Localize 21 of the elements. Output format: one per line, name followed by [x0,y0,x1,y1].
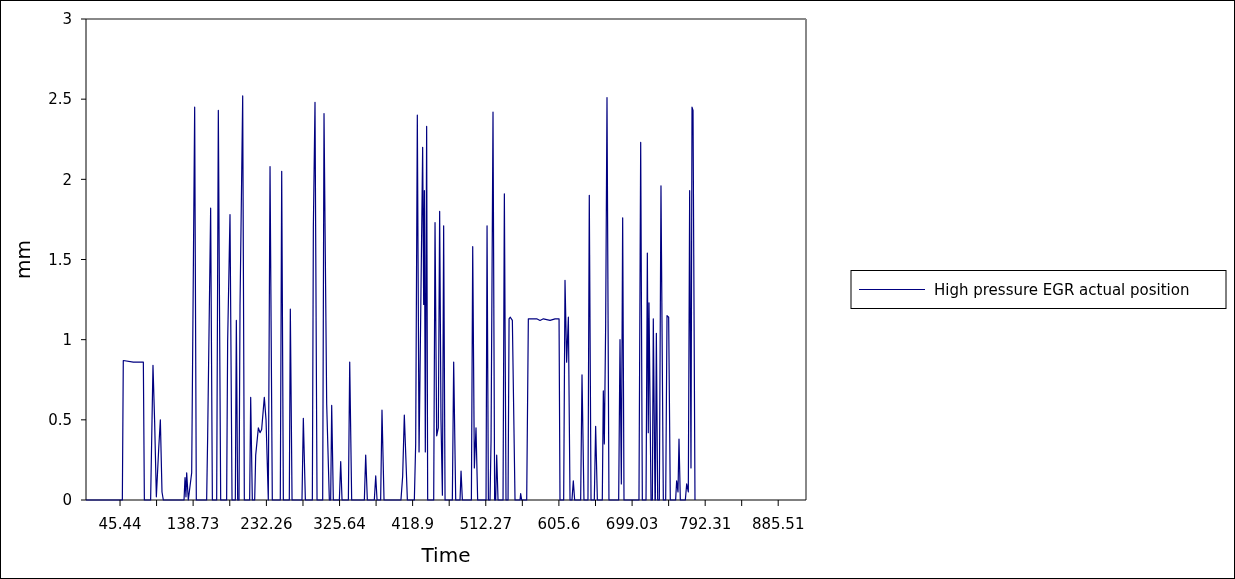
x-tick-label: 605.6 [537,515,581,533]
y-tick-label: 1 [62,330,72,349]
y-tick-label: 2 [62,170,72,189]
y-tick-label: 3 [62,10,72,29]
y-tick-label: 0.5 [48,411,72,430]
x-tick-label: 325.64 [313,515,366,533]
y-tick-label: 0 [62,491,72,510]
y-tick-label: 1.5 [48,250,72,269]
x-tick-label: 699.03 [605,515,659,533]
x-tick-label: 418.9 [391,515,435,533]
line-series [85,95,696,501]
y-tick-label: 2.5 [48,90,72,109]
x-axis-title: Time [420,543,471,567]
x-tick-label: 45.44 [98,515,142,533]
x-tick-label: 138.73 [166,515,220,533]
y-axis-title: mm [11,240,35,279]
x-tick-label: 885.51 [751,515,805,533]
x-tick-label: 792.31 [678,515,732,533]
x-tick-label: 232.26 [240,515,293,533]
x-tick-label: 512.27 [459,515,513,533]
legend-label: High pressure EGR actual position [934,280,1190,299]
